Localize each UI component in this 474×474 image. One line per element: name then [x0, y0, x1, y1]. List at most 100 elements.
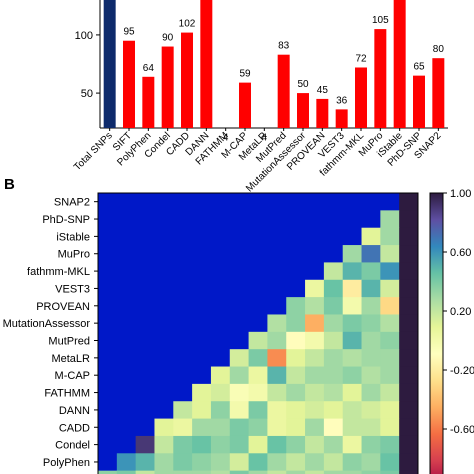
- heatmap-cell: [173, 453, 193, 472]
- heatmap-cell: [361, 453, 381, 472]
- heatmap-cell: [154, 418, 174, 437]
- heatmap-cell: [305, 297, 325, 315]
- heatmap-cell: [192, 453, 212, 472]
- heatmap-cell: [305, 366, 325, 385]
- heatmap-cell: [192, 383, 212, 402]
- heatmap-cell: [380, 227, 400, 246]
- heatmap-cell: [380, 435, 400, 454]
- heatmap-cell: [210, 366, 231, 385]
- bar-provean: [316, 98, 329, 128]
- heatmap-cell: [210, 401, 231, 420]
- bar-cadd: [181, 32, 193, 128]
- heatmap-cell: [380, 383, 400, 402]
- heatmap-cell: [399, 401, 419, 420]
- heatmap-cell: [399, 453, 419, 472]
- heatmap-cell: [248, 401, 268, 420]
- bar-value-label: 72: [355, 53, 367, 64]
- heatmap-cell: [342, 349, 363, 368]
- heatmap-cell: [323, 349, 344, 368]
- heatmap-cell: [380, 401, 400, 420]
- heatmap-cell: [323, 366, 344, 385]
- heatmap-cell: [323, 418, 344, 437]
- bar-mutpred: [277, 54, 290, 128]
- row-label-polyphen: PolyPhen: [43, 457, 90, 469]
- row-label-vest3: VEST3: [55, 283, 90, 295]
- heatmap-cell: [342, 383, 363, 402]
- heatmap-cell: [248, 349, 268, 368]
- heatmap-cell: [323, 297, 344, 315]
- heatmap-cell: [210, 435, 231, 454]
- heatmap-cell: [229, 349, 250, 368]
- heatmap-cell: [361, 245, 381, 263]
- heatmap-cell: [399, 470, 419, 474]
- heatmap-cell: [399, 314, 419, 333]
- heatmap-cell: [323, 279, 344, 298]
- heatmap-cell: [323, 383, 344, 402]
- heatmap-cell: [286, 314, 306, 333]
- bar-value-label: 105: [372, 15, 389, 26]
- heatmap-cell: [399, 297, 419, 315]
- row-label-mutationassessor: MutationAssessor: [3, 318, 91, 330]
- heatmap-cell: [248, 418, 268, 437]
- bar-fathmm-mkl: [355, 67, 367, 128]
- heatmap-cell: [286, 401, 306, 420]
- heatmap-cell: [361, 401, 381, 420]
- bar-value-label: 90: [162, 33, 174, 44]
- bar-value-label: 45: [317, 85, 329, 96]
- heatmap-cell: [229, 383, 250, 402]
- heatmap-cell: [305, 331, 325, 350]
- heatmap-cell: [229, 453, 250, 472]
- heatmap-cell: [267, 418, 287, 437]
- heatmap-cell: [248, 453, 268, 472]
- heatmap-cell: [342, 331, 363, 350]
- heatmap-cell: [192, 418, 212, 437]
- heatmap-cell: [399, 227, 419, 246]
- heatmap-cell: [342, 453, 363, 472]
- heatmap-cell: [267, 470, 287, 474]
- heatmap-cell: [173, 418, 193, 437]
- heatmap-cell: [267, 401, 287, 420]
- heatmap-cell: [361, 435, 381, 454]
- heatmap-cell: [323, 262, 344, 281]
- heatmap-cell: [342, 279, 363, 298]
- bar-phd-snp: [413, 75, 425, 128]
- heatmap-cell: [305, 435, 325, 454]
- heatmap-cell: [229, 418, 250, 437]
- heatmap-cell: [267, 366, 287, 385]
- row-label-fathmm-mkl: fathmm-MKL: [27, 266, 90, 278]
- heatmap-cell: [210, 418, 231, 437]
- heatmap-cell: [399, 279, 419, 298]
- heatmap-cell: [116, 453, 137, 472]
- heatmap-panel: SNAP2 PhD-SNP iStable MuPro fathmm-MKL VEST3 P…: [3, 192, 419, 474]
- heatmap-cell: [116, 470, 137, 474]
- bar-value-label: 64: [143, 63, 155, 74]
- heatmap-cell: [286, 331, 306, 350]
- bar-vest3: [335, 109, 348, 128]
- bar-value-label: 50: [297, 79, 309, 90]
- heatmap-cell: [399, 435, 419, 454]
- heatmap-cell: [361, 383, 381, 402]
- heatmap-cell: [380, 279, 400, 298]
- heatmap-cell: [380, 453, 400, 472]
- heatmap-cell: [173, 435, 193, 454]
- heatmap-cell: [267, 314, 287, 333]
- heatmap-cell: [267, 435, 287, 454]
- colorbar-tick-label: 0.60: [450, 247, 471, 259]
- heatmap-cell: [399, 262, 419, 281]
- heatmap-cell: [229, 401, 250, 420]
- heatmap-cell: [210, 383, 231, 402]
- heatmap-cell: [342, 297, 363, 315]
- heatmap-cell: [192, 470, 212, 474]
- colorbar-tick-label: 1.00: [450, 188, 471, 200]
- heatmap-cell: [305, 279, 325, 298]
- bar-istable: [393, 0, 406, 128]
- heatmap-cell: [380, 245, 400, 263]
- heatmap-cell: [154, 453, 174, 472]
- bar-m-cap: [239, 82, 251, 128]
- heatmap-cell: [229, 366, 250, 385]
- heatmap-cell: [399, 210, 419, 229]
- colorbar-tick-label: -0.60: [450, 424, 474, 436]
- heatmap-cell: [135, 470, 155, 474]
